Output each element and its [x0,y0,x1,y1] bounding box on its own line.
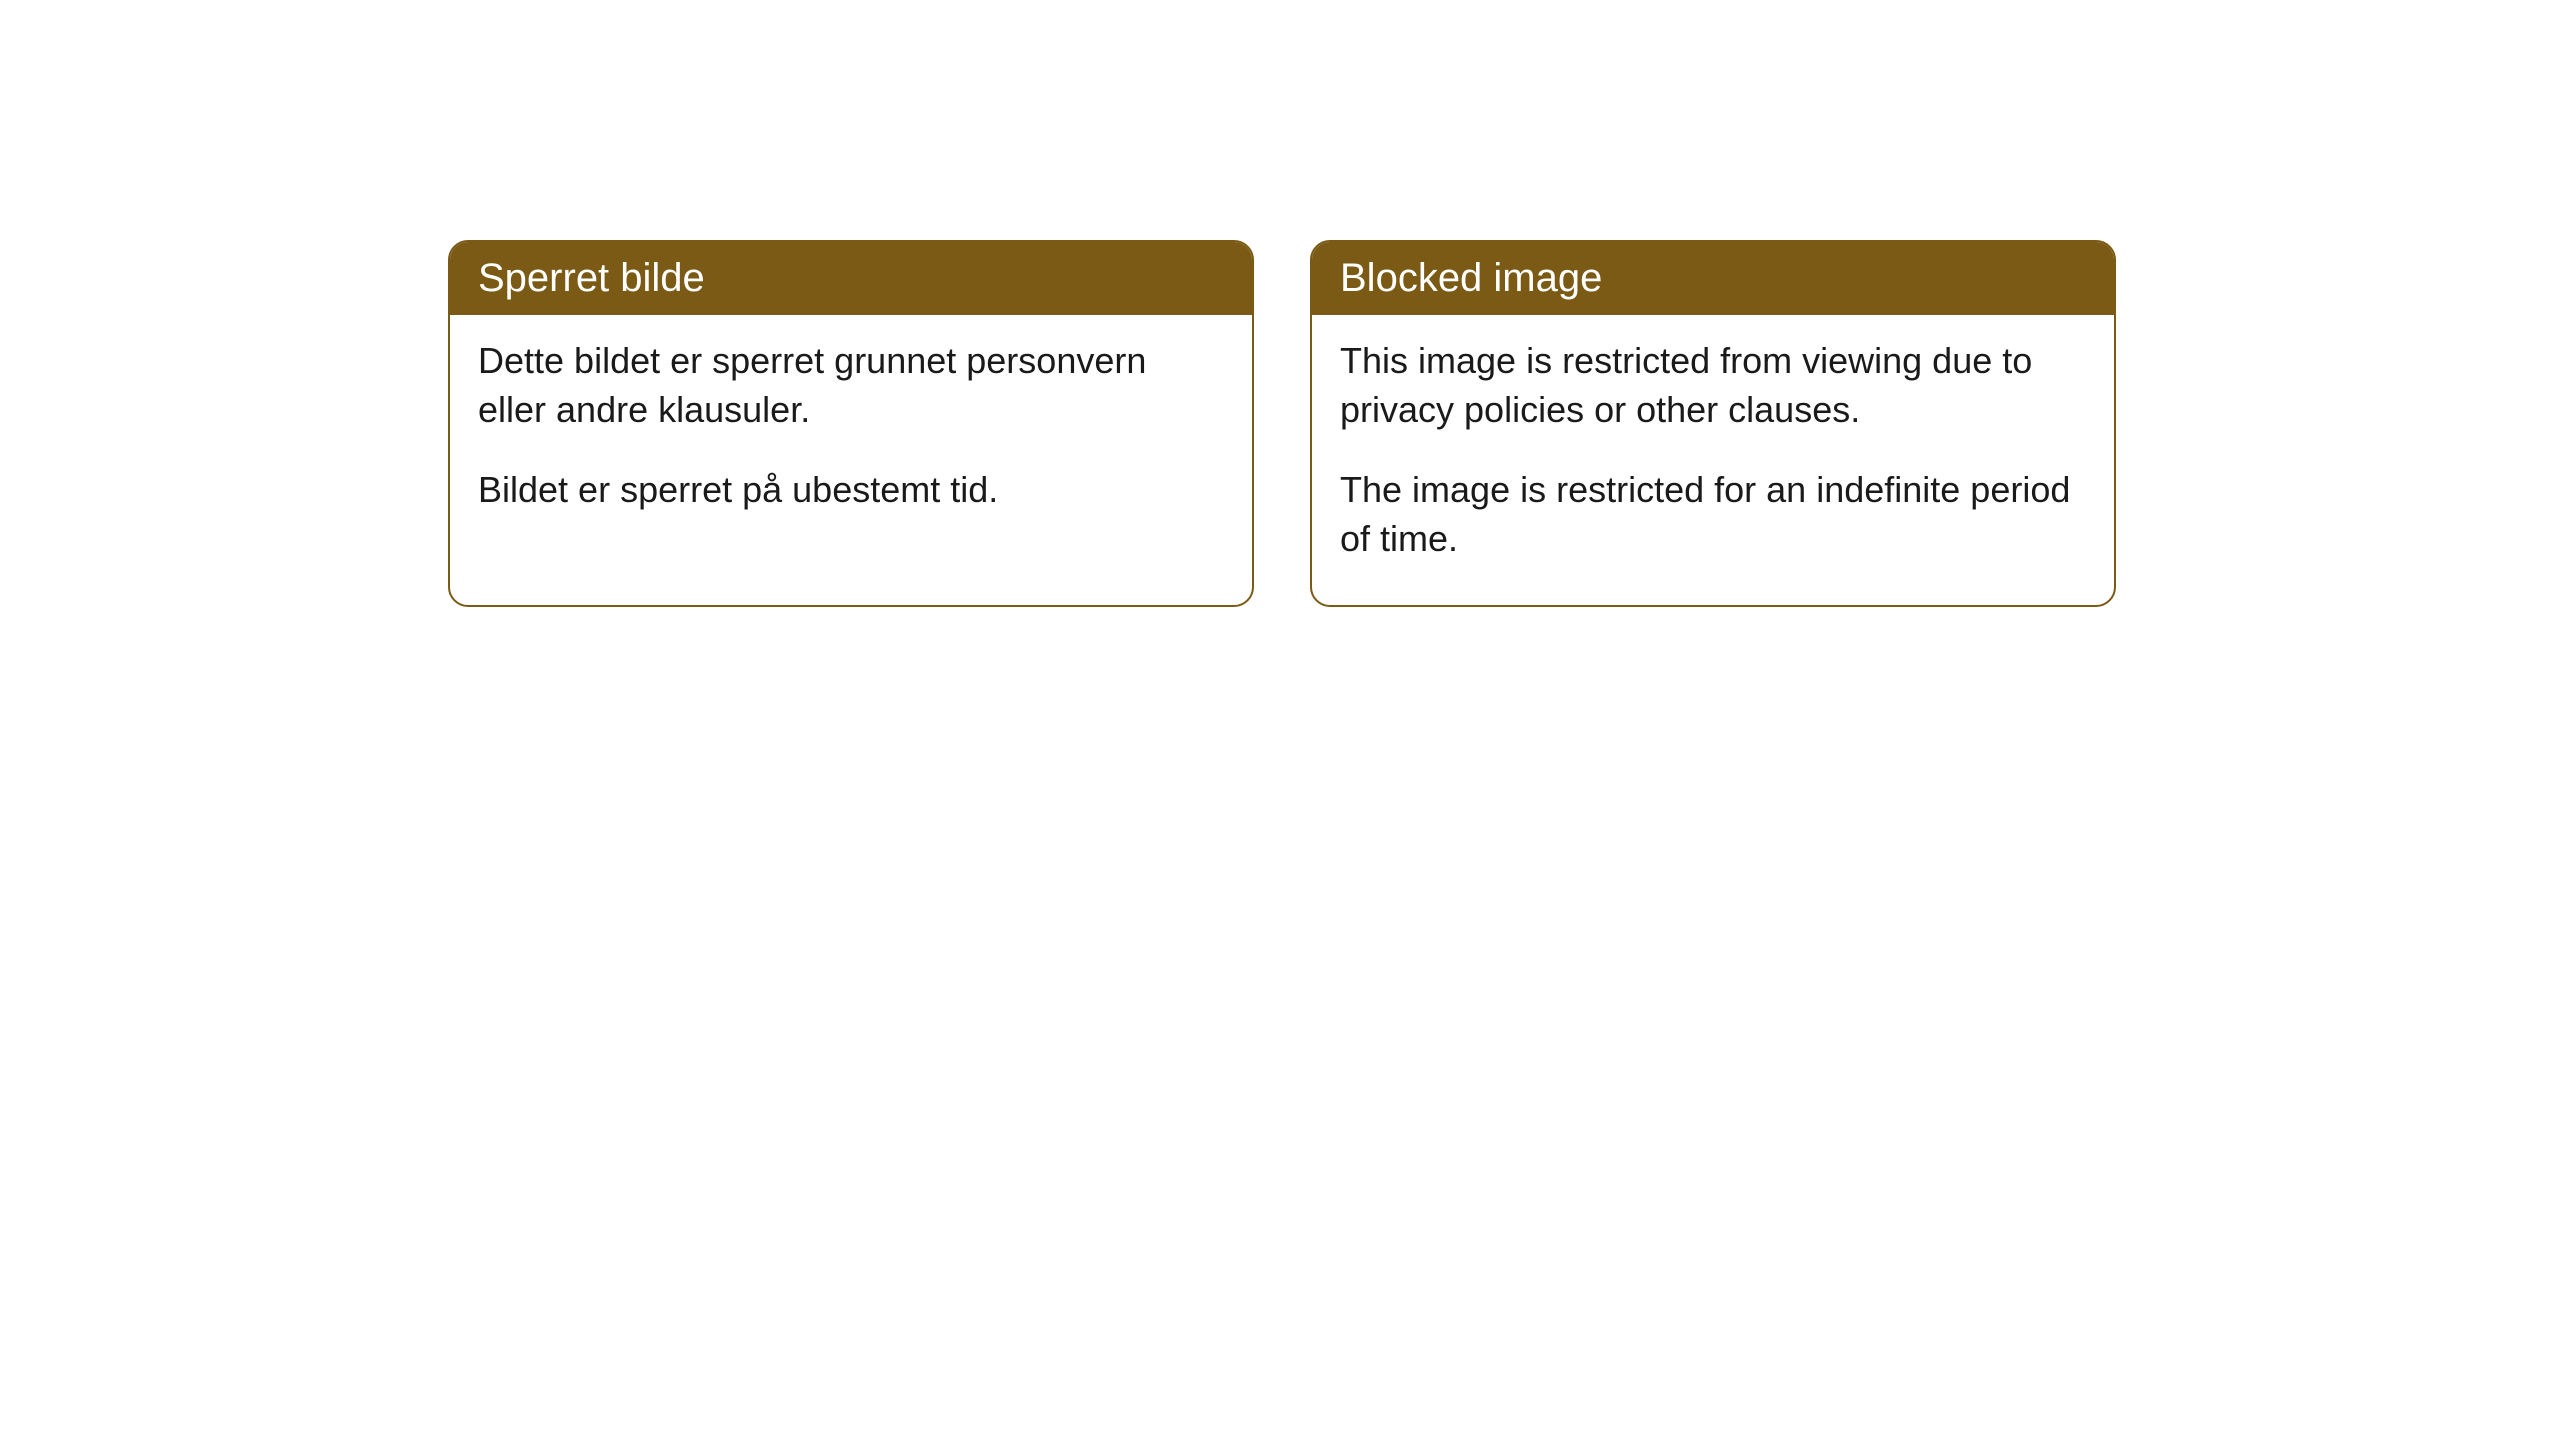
card-text-2-english: The image is restricted for an indefinit… [1340,466,2086,563]
card-text-1-norwegian: Dette bildet er sperret grunnet personve… [478,337,1224,434]
card-header-norwegian: Sperret bilde [450,242,1252,315]
card-text-2-norwegian: Bildet er sperret på ubestemt tid. [478,466,1224,515]
card-header-english: Blocked image [1312,242,2114,315]
notice-cards-container: Sperret bilde Dette bildet er sperret gr… [448,240,2116,607]
card-body-english: This image is restricted from viewing du… [1312,315,2114,605]
blocked-image-card-norwegian: Sperret bilde Dette bildet er sperret gr… [448,240,1254,607]
card-text-1-english: This image is restricted from viewing du… [1340,337,2086,434]
card-body-norwegian: Dette bildet er sperret grunnet personve… [450,315,1252,557]
blocked-image-card-english: Blocked image This image is restricted f… [1310,240,2116,607]
